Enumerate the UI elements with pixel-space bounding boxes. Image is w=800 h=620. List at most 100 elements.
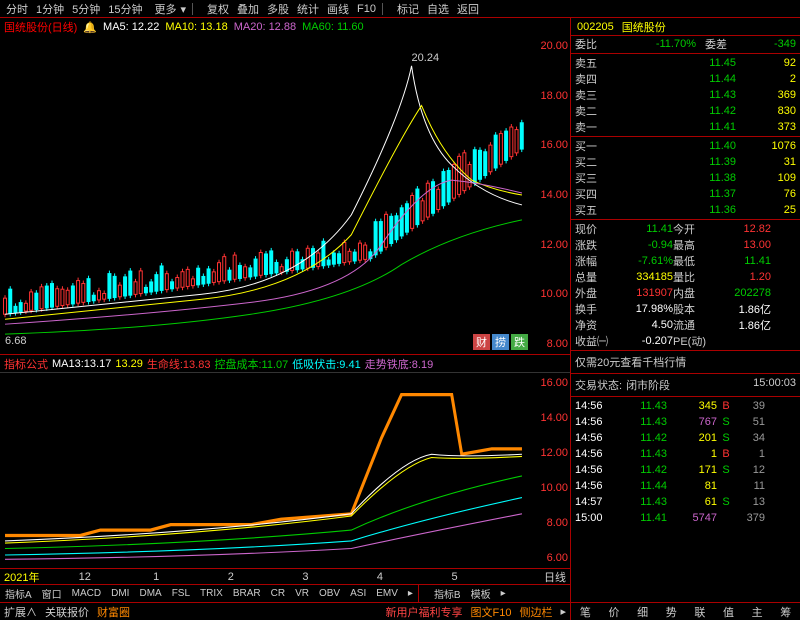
- separator: [382, 3, 391, 15]
- tag[interactable]: 财: [473, 334, 490, 350]
- ind-tab[interactable]: BRAR: [228, 588, 266, 599]
- month: 3: [302, 571, 377, 583]
- ma13-label: MA13:13.17: [52, 358, 111, 370]
- ind-tab[interactable]: TRIX: [195, 588, 228, 599]
- stock-code: 002205: [577, 21, 614, 33]
- wealth-circle[interactable]: 财富圈: [97, 604, 130, 620]
- trade-status: 交易状态:闭市阶段15:00:03: [571, 375, 800, 395]
- ind-tab[interactable]: ASI: [345, 588, 371, 599]
- bid-row: 买四11.3776: [571, 186, 800, 202]
- ask-row: 卖一11.41373: [571, 119, 800, 135]
- tb-item[interactable]: 画线: [323, 1, 353, 17]
- commission-row: 委比-11.70% 委差-349: [571, 36, 800, 52]
- tick-row: 14:5611.43767S51: [571, 414, 800, 430]
- ind-tab[interactable]: EMV: [371, 588, 403, 599]
- ask-row: 卖三11.43369: [571, 87, 800, 103]
- tag[interactable]: 跌: [511, 334, 528, 350]
- bell-icon[interactable]: 🔔: [83, 21, 97, 34]
- right-tab[interactable]: 笔: [580, 604, 591, 620]
- right-footer-tabs: 笔价细势联值主筹: [571, 602, 800, 620]
- ind-tab[interactable]: 指标A: [0, 586, 37, 601]
- lowbuy-label: 低吸伏击:9.41: [292, 356, 360, 372]
- sidebar-toggle[interactable]: 侧边栏: [519, 604, 552, 620]
- right-tab[interactable]: 主: [752, 604, 763, 620]
- bid-row: 买一11.401076: [571, 138, 800, 154]
- top-toolbar: 分时 1分钟 5分钟 15分钟 更多▾ 复权 叠加 多股 统计 画线 F10 标…: [0, 0, 800, 18]
- ind-tab[interactable]: MACD: [67, 588, 106, 599]
- promo-text[interactable]: 仅需20元查看千档行情: [571, 352, 800, 372]
- tick-row: 14:5611.42201S34: [571, 430, 800, 446]
- cost-label: 控盘成本:11.07: [214, 356, 288, 372]
- expand-button[interactable]: 扩展∧: [4, 604, 37, 620]
- ma5-label: MA5: 12.22: [103, 21, 159, 33]
- right-tab[interactable]: 价: [608, 604, 619, 620]
- ind-tab[interactable]: OBV: [314, 588, 345, 599]
- tb-item[interactable]: 叠加: [233, 1, 263, 17]
- right-tab[interactable]: 值: [723, 604, 734, 620]
- tick-table: 14:5611.43345B3914:5611.43767S5114:5611.…: [571, 398, 800, 602]
- tb-item[interactable]: 1分钟: [32, 1, 68, 17]
- ma20-label: MA20: 12.88: [234, 21, 296, 33]
- ind-tab[interactable]: VR: [290, 588, 314, 599]
- candlestick-chart[interactable]: 20.24 6.68 财 捞 跌 20.0018.0016.0014.0012.…: [0, 36, 570, 355]
- ask-row: 卖四11.442: [571, 71, 800, 87]
- right-tab[interactable]: 细: [637, 604, 648, 620]
- tb-item[interactable]: 5分钟: [68, 1, 104, 17]
- indicator-tabs: 指标A窗口MACDDMIDMAFSLTRIXBRARCRVROBVASIEMV▸…: [0, 584, 570, 602]
- promo-link[interactable]: 新用户福利专享: [386, 604, 463, 620]
- ind-tab[interactable]: CR: [266, 588, 290, 599]
- ind-tab[interactable]: 指标B: [429, 586, 466, 601]
- ind-tab[interactable]: FSL: [167, 588, 195, 599]
- tick-row: 15:0011.415747379: [571, 510, 800, 526]
- stock-name-period: 国统股份(日线): [4, 19, 77, 35]
- ma10-label: MA10: 13.18: [165, 21, 227, 33]
- month: 2: [228, 571, 303, 583]
- peak-label: 20.24: [412, 52, 440, 64]
- separator: [192, 3, 201, 15]
- chart-header: 国统股份(日线) 🔔 MA5: 12.22 MA10: 13.18 MA20: …: [0, 18, 570, 36]
- bottom-bar: 扩展∧ 关联报价 财富圈 新用户福利专享 图文F10 侧边栏▸: [0, 602, 570, 620]
- right-tab[interactable]: 势: [666, 604, 677, 620]
- ask-row: 卖五11.4592: [571, 55, 800, 71]
- stock-title: 002205 国统股份: [571, 18, 800, 36]
- trend-label: 走势铁底:8.19: [365, 356, 433, 372]
- tb-item[interactable]: 返回: [453, 1, 483, 17]
- low-label: 6.68: [5, 335, 26, 347]
- bid-row: 买二11.3931: [571, 154, 800, 170]
- bid-row: 买三11.38109: [571, 170, 800, 186]
- tb-item[interactable]: 15分钟: [104, 1, 146, 17]
- ind-tab[interactable]: DMA: [134, 588, 166, 599]
- ind-name: 指标公式: [4, 356, 48, 372]
- tag[interactable]: 捞: [492, 334, 509, 350]
- right-tab[interactable]: 筹: [780, 604, 791, 620]
- tb-item[interactable]: 分时: [2, 1, 32, 17]
- month: 12: [79, 571, 154, 583]
- month: 5: [451, 571, 526, 583]
- ind-tab[interactable]: 窗口: [37, 586, 67, 601]
- tb-item[interactable]: 自选: [423, 1, 453, 17]
- year: 2021年: [4, 569, 79, 585]
- ind-tab[interactable]: DMI: [106, 588, 134, 599]
- ind-tab[interactable]: 模板: [466, 586, 496, 601]
- tick-row: 14:5611.42171S12: [571, 462, 800, 478]
- period-label: 日线: [526, 569, 566, 585]
- ma13-v2: 13.29: [115, 358, 143, 370]
- ask-row: 卖二11.42830: [571, 103, 800, 119]
- link-quote[interactable]: 关联报价: [45, 604, 89, 620]
- tb-item[interactable]: 更多▾: [147, 1, 191, 17]
- bid-row: 买五11.3625: [571, 202, 800, 218]
- tb-item[interactable]: 标记: [393, 1, 423, 17]
- ma60-label: MA60: 11.60: [302, 21, 364, 33]
- indicator-header: 指标公式 MA13:13.17 13.29 生命线:13.83 控盘成本:11.…: [0, 355, 570, 373]
- tick-row: 14:5611.448111: [571, 478, 800, 494]
- month: 1: [153, 571, 228, 583]
- tb-item[interactable]: F10: [353, 3, 380, 15]
- life-label: 生命线:13.83: [147, 356, 211, 372]
- stock-name: 国统股份: [622, 19, 666, 35]
- right-tab[interactable]: 联: [694, 604, 705, 620]
- tb-item[interactable]: 多股: [263, 1, 293, 17]
- indicator-chart[interactable]: 16.0014.0012.0010.008.006.00: [0, 373, 570, 568]
- tb-item[interactable]: 统计: [293, 1, 323, 17]
- tb-item[interactable]: 复权: [203, 1, 233, 17]
- f10-link[interactable]: 图文F10: [471, 604, 512, 620]
